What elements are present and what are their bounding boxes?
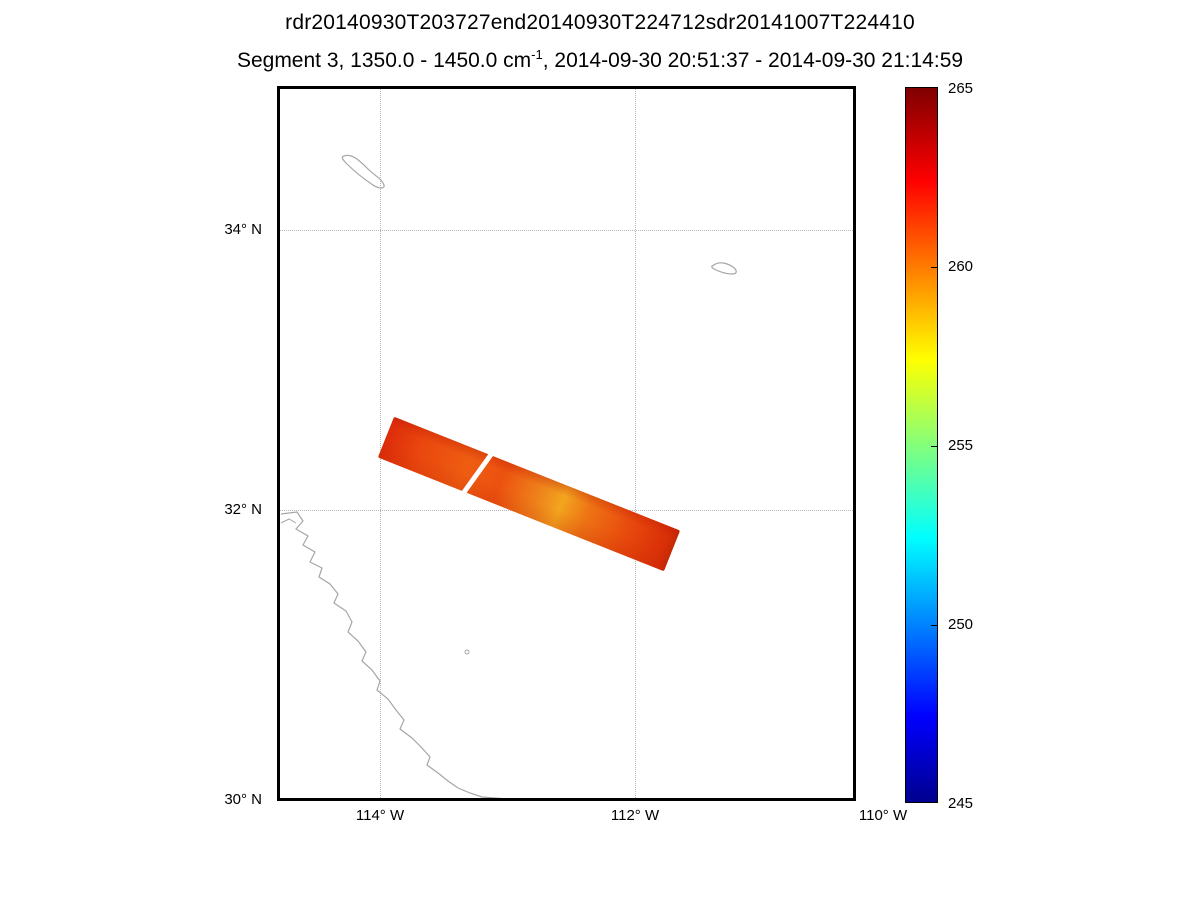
lat-tick-label-32n: 32° N (224, 501, 262, 518)
lat-tick-label-34n: 34° N (224, 221, 262, 238)
colorbar-label-260: 260 (948, 258, 974, 275)
colorbar (905, 87, 938, 803)
gridline-114w (380, 89, 381, 798)
colorbar-label-250: 250 (948, 616, 974, 633)
colorbar-label-255: 255 (948, 437, 974, 454)
colorbar-tick-250 (931, 625, 937, 626)
subtitle-text-post: , 2014-09-30 20:51:37 - 2014-09-30 21:14… (542, 49, 964, 72)
colorbar-tick-255 (931, 446, 937, 447)
coastline-layer (280, 154, 737, 798)
colorbar-label-245: 245 (948, 795, 974, 812)
subtitle-text-pre: Segment 3, 1350.0 - 1450.0 cm (236, 49, 532, 72)
lon-tick-label-110w: 110° W (858, 807, 908, 824)
islet-dot (464, 649, 470, 655)
swath-gap (460, 451, 495, 496)
lat-tick-label-30n: 30° N (224, 791, 262, 808)
figure-title: rdr20140930T203727end20140930T224712sdr2… (285, 11, 915, 34)
coastline-path (280, 511, 503, 798)
map-plot-area (280, 89, 853, 798)
map-axes (277, 86, 856, 801)
lon-tick-label-112w: 112° W (610, 807, 660, 824)
gridline-112w (635, 89, 636, 798)
colorbar-label-265: 265 (948, 80, 974, 97)
lon-tick-label-114w: 114° W (355, 807, 405, 824)
subtitle-superscript: -1 (531, 47, 543, 62)
island-northwest-path (341, 154, 385, 189)
coastline-branch-path (280, 518, 297, 524)
colorbar-tick-260 (931, 267, 937, 268)
gridline-34n (280, 230, 853, 231)
island-northeast-path (711, 262, 737, 275)
figure-subtitle: Segment 3, 1350.0 - 1450.0 cm-1, 2014-09… (0, 47, 1200, 73)
